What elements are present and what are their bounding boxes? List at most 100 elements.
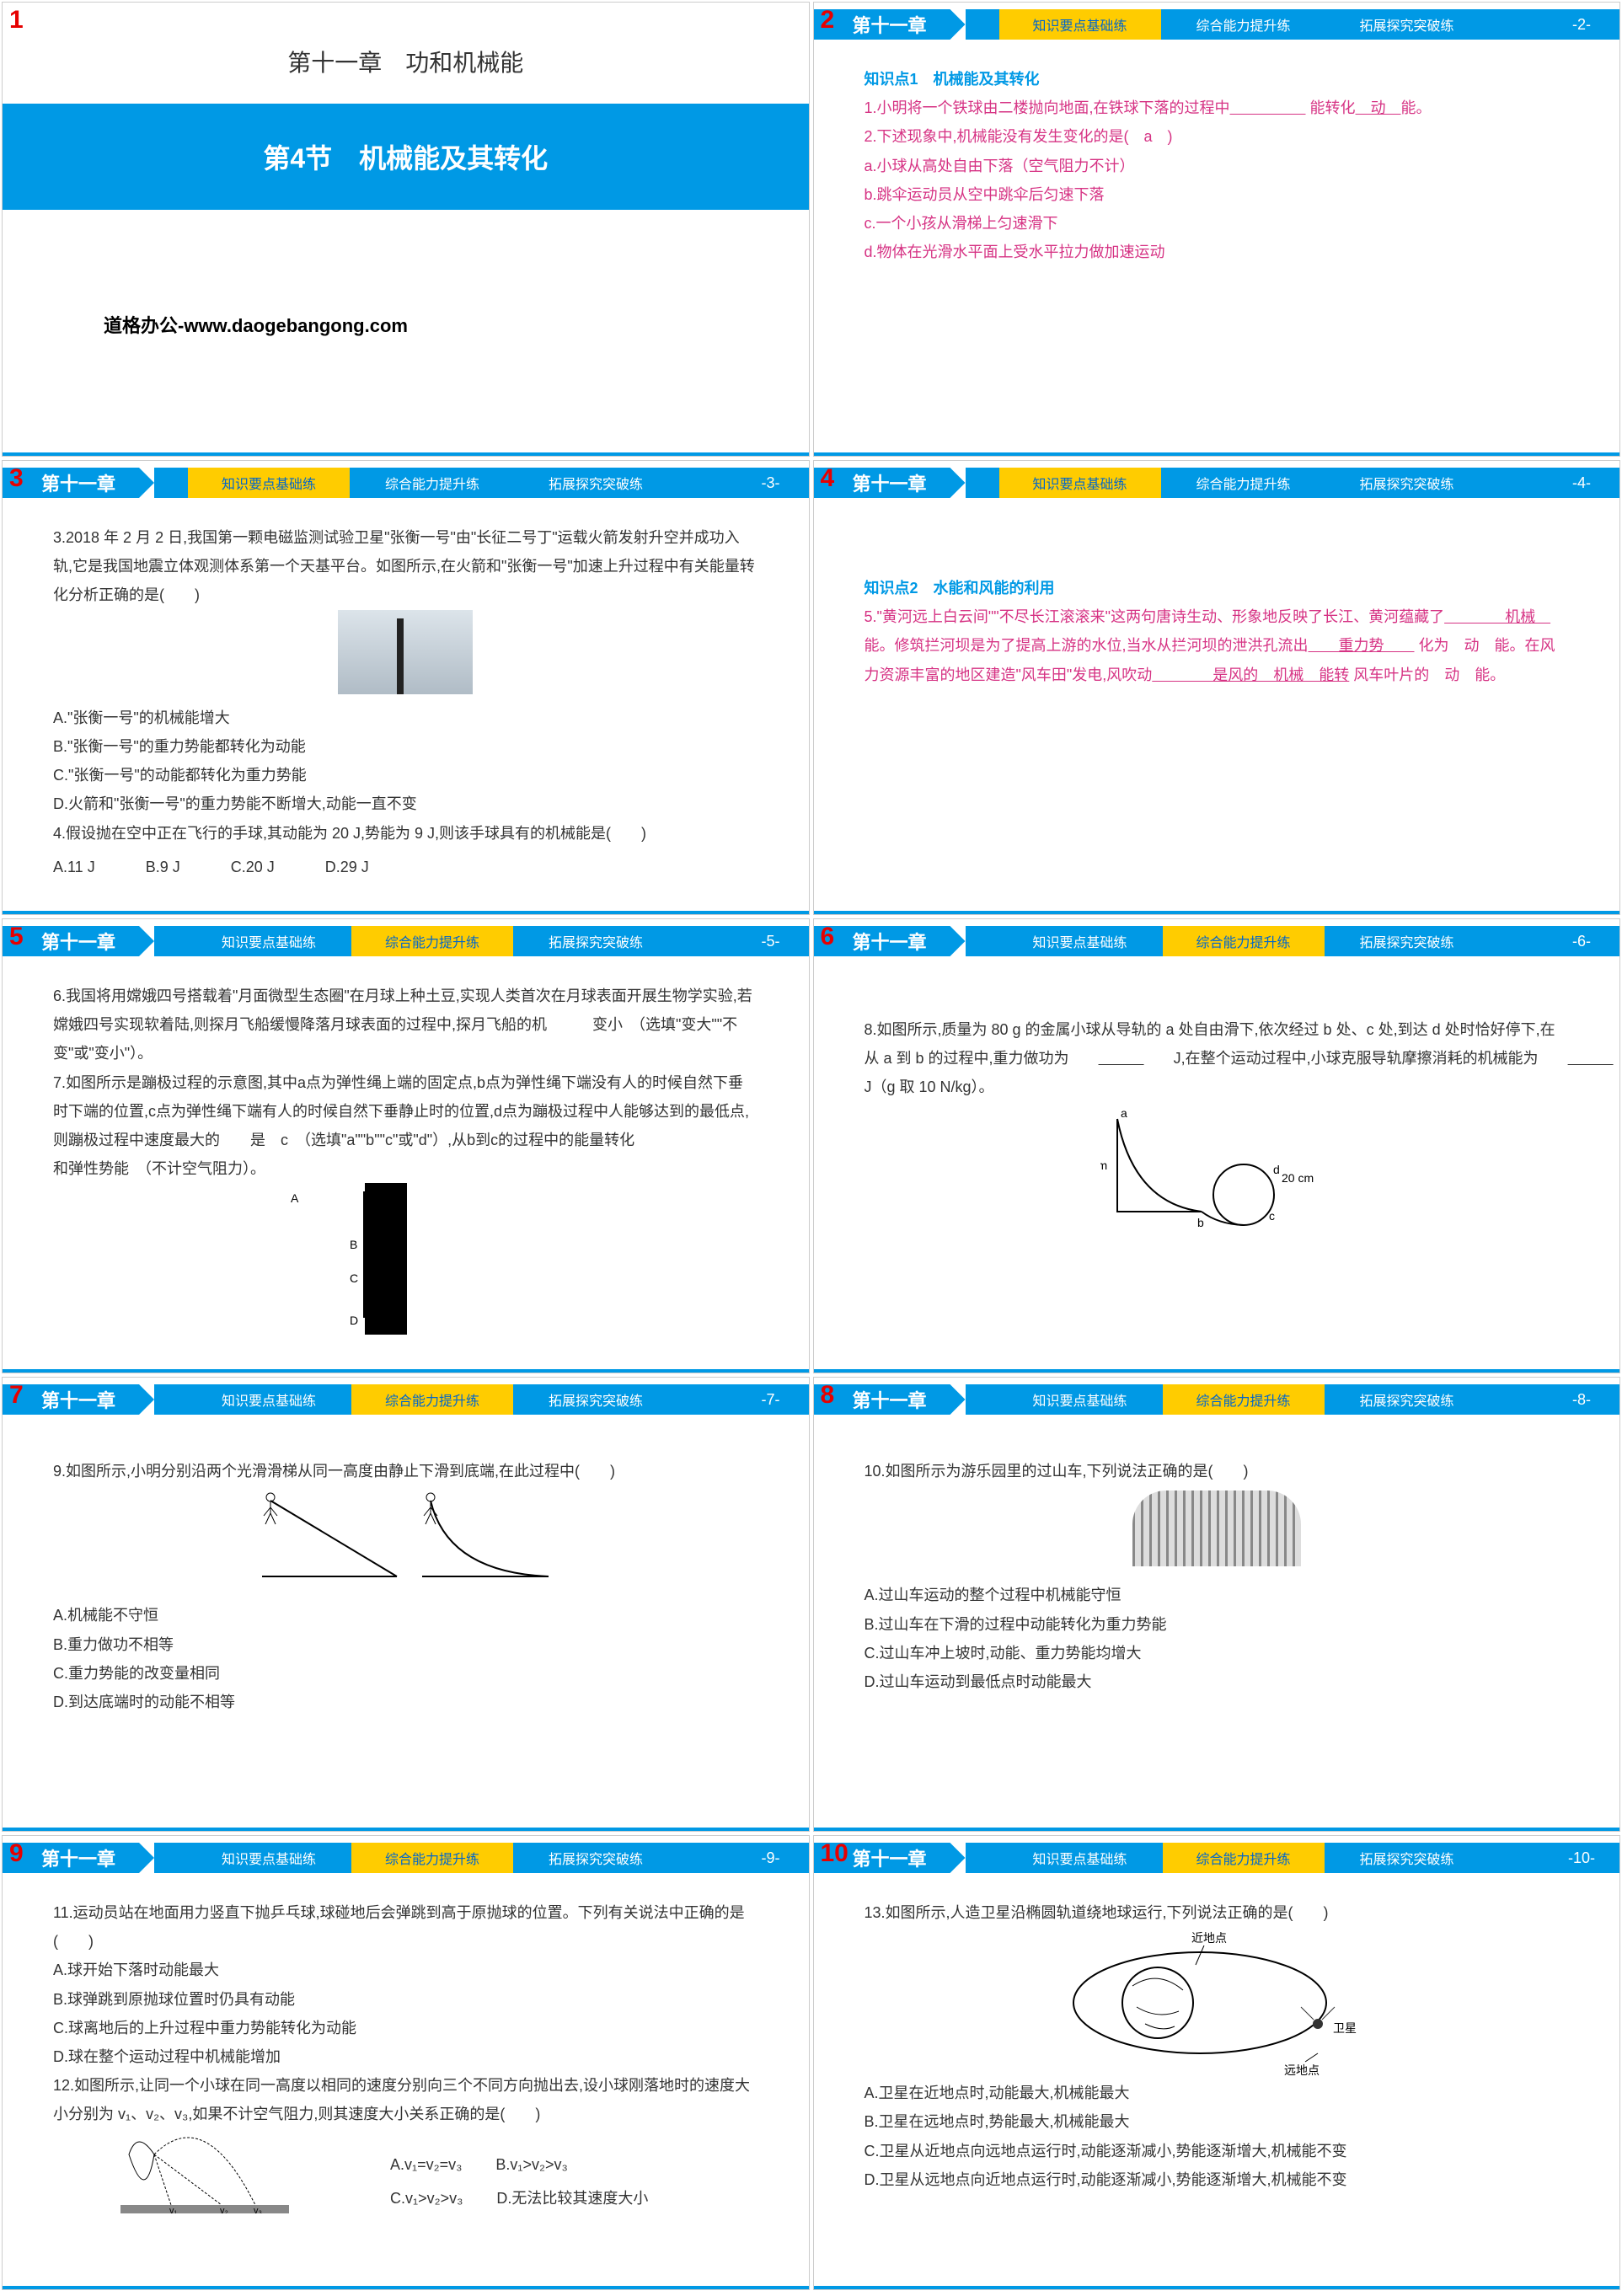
page-num: -9- xyxy=(733,1843,809,1873)
tabs: 知识要点基础练 综合能力提升练 拓展探究突破练 xyxy=(966,926,1544,956)
slide-number: 6 xyxy=(821,923,835,951)
slide-2: 2 第十一章 知识要点基础练 综合能力提升练 拓展探究突破练 -2- 知识点1 … xyxy=(813,2,1621,457)
tab-improve[interactable]: 综合能力提升练 xyxy=(351,1384,513,1415)
throw-figure: v₁ v₂ v₃ xyxy=(53,2129,356,2213)
tab-improve[interactable]: 综合能力提升练 xyxy=(1163,1843,1325,1873)
q1-blank1 xyxy=(1230,99,1306,116)
q1-text: 1.小明将一个铁球由二楼抛向地面,在铁球下落的过程中 xyxy=(865,99,1230,116)
content: 9.如图所示,小明分别沿两个光滑滑梯从同一高度由静止下滑到底端,在此过程中( )… xyxy=(3,1415,809,1742)
ramp-figure: a b c d 50 cm 20 cm xyxy=(1100,1102,1336,1237)
tab-basic[interactable]: 知识要点基础练 xyxy=(188,926,350,956)
q10: 10.如图所示为游乐园里的过山车,下列说法正确的是( ) xyxy=(865,1457,1570,1485)
opt-a: A."张衡一号"的机械能增大 xyxy=(53,704,758,732)
slide-4: 4 第十一章 知识要点基础练 综合能力提升练 拓展探究突破练 -4- 知识点2 … xyxy=(813,460,1621,915)
opt-c: C."张衡一号"的动能都转化为重力势能 xyxy=(53,761,758,789)
slides-figure xyxy=(53,1492,758,1594)
slide-number: 7 xyxy=(9,1381,24,1410)
tab-extend[interactable]: 拓展探究突破练 xyxy=(1326,1843,1488,1873)
tab-improve[interactable]: 综合能力提升练 xyxy=(1163,926,1325,956)
tab-extend[interactable]: 拓展探究突破练 xyxy=(515,468,677,498)
opt-a: a.小球从高处自由下落（空气阻力不计） xyxy=(865,152,1570,180)
tab-extend[interactable]: 拓展探究突破练 xyxy=(515,926,677,956)
svg-text:近地点: 近地点 xyxy=(1191,1931,1227,1945)
tab-basic[interactable]: 知识要点基础练 xyxy=(188,1843,350,1873)
opt-b: B.卫星在远地点时,势能最大,机械能最大 xyxy=(865,2107,1570,2136)
opt-a: A.过山车运动的整个过程中机械能守恒 xyxy=(865,1581,1570,1609)
q8: 8.如图所示,质量为 80 g 的金属小球从导轨的 a 处自由滑下,依次经过 b… xyxy=(865,1015,1570,1102)
bottom-rule xyxy=(814,911,1620,914)
tab-basic[interactable]: 知识要点基础练 xyxy=(999,468,1161,498)
slide-number: 10 xyxy=(821,1839,848,1868)
bottom-rule xyxy=(814,452,1620,456)
opt-b: B.9 J xyxy=(146,853,180,881)
q1: 1.小明将一个铁球由二楼抛向地面,在铁球下落的过程中 能转化 动 能。 xyxy=(865,94,1570,122)
tab-basic[interactable]: 知识要点基础练 xyxy=(999,1384,1161,1415)
wall-icon xyxy=(365,1183,407,1335)
tab-extend[interactable]: 拓展探究突破练 xyxy=(1326,468,1488,498)
rocket-icon xyxy=(338,610,473,694)
opt-a: A.球开始下落时动能最大 xyxy=(53,1956,758,1984)
tab-improve[interactable]: 综合能力提升练 xyxy=(1163,1384,1325,1415)
tab-improve[interactable]: 综合能力提升练 xyxy=(1163,9,1325,40)
opt-d: D.到达底端时的动能不相等 xyxy=(53,1688,758,1716)
tab-basic[interactable]: 知识要点基础练 xyxy=(188,1384,350,1415)
topbar: 第十一章 知识要点基础练 综合能力提升练 拓展探究突破练 -6- xyxy=(814,926,1620,956)
tab-basic[interactable]: 知识要点基础练 xyxy=(999,926,1161,956)
q12-opts: A.v₁=v₂=v₃ B.v₁>v₂>v₃ C.v₁>v₂>v₃ D.无法比较其… xyxy=(390,2145,648,2213)
slide-1: 1 第十一章 功和机械能 第4节 机械能及其转化 道格办公-www.daogeb… xyxy=(2,2,810,457)
tab-extend[interactable]: 拓展探究突破练 xyxy=(1326,1384,1488,1415)
tab-improve[interactable]: 综合能力提升练 xyxy=(351,1843,513,1873)
svg-text:50 cm: 50 cm xyxy=(1100,1159,1107,1172)
tab-extend[interactable]: 拓展探究突破练 xyxy=(515,1384,677,1415)
opt-c: C.v₁>v₂>v₃ xyxy=(390,2184,463,2213)
opt-a: A.v₁=v₂=v₃ xyxy=(390,2150,462,2179)
page-num: -6- xyxy=(1544,926,1619,956)
opt-b: B.重力做功不相等 xyxy=(53,1630,758,1659)
opt-a: A.卫星在近地点时,动能最大,机械能最大 xyxy=(865,2079,1570,2107)
tabs: 知识要点基础练 综合能力提升练 拓展探究突破练 xyxy=(966,1843,1544,1873)
content: 11.运动员站在地面用力竖直下抛乒乓球,球碰地后会弹跳到高于原抛球的位置。下列有… xyxy=(3,1873,809,2239)
q8-b2 xyxy=(1543,1050,1620,1067)
tab-improve[interactable]: 综合能力提升练 xyxy=(351,926,513,956)
topbar: 第十一章 知识要点基础练 综合能力提升练 拓展探究突破练 -9- xyxy=(3,1843,809,1873)
tab-improve[interactable]: 综合能力提升练 xyxy=(351,468,513,498)
bottom-rule xyxy=(3,452,809,456)
rocket-figure xyxy=(53,610,758,704)
tab-basic[interactable]: 知识要点基础练 xyxy=(999,1843,1161,1873)
q11: 11.运动员站在地面用力竖直下抛乒乓球,球碰地后会弹跳到高于原抛球的位置。下列有… xyxy=(53,1898,758,1956)
content: 10.如图所示为游乐园里的过山车,下列说法正确的是( ) A.过山车运动的整个过… xyxy=(814,1415,1620,1721)
q7: 7.如图所示是蹦极过程的示意图,其中a点为弹性绳上端的固定点,b点为弹性绳下端没… xyxy=(53,1068,758,1184)
coaster-icon xyxy=(1132,1491,1301,1566)
tab-improve[interactable]: 综合能力提升练 xyxy=(1163,468,1325,498)
page-num: -2- xyxy=(1544,9,1619,40)
tabs: 知识要点基础练 综合能力提升练 拓展探究突破练 xyxy=(154,1384,733,1415)
tab-basic[interactable]: 知识要点基础练 xyxy=(999,9,1161,40)
svg-text:v₂: v₂ xyxy=(220,2206,228,2213)
opt-c: C.过山车冲上坡时,动能、重力势能均增大 xyxy=(865,1639,1570,1667)
topbar: 第十一章 知识要点基础练 综合能力提升练 拓展探究突破练 -8- xyxy=(814,1384,1620,1415)
opt-a: A.机械能不守恒 xyxy=(53,1601,758,1630)
content: 13.如图所示,人造卫星沿椭圆轨道绕地球运行,下列说法正确的是( ) 近地点 远… xyxy=(814,1873,1620,2219)
opt-b: b.跳伞运动员从空中跳伞后匀速下落 xyxy=(865,180,1570,209)
page-num: -10- xyxy=(1544,1843,1619,1873)
tab-extend[interactable]: 拓展探究突破练 xyxy=(1326,9,1488,40)
tabs: 知识要点基础练 综合能力提升练 拓展探究突破练 xyxy=(966,9,1544,40)
tab-extend[interactable]: 拓展探究突破练 xyxy=(515,1843,677,1873)
tab-extend[interactable]: 拓展探究突破练 xyxy=(1326,926,1488,956)
q1-text3: 能。 xyxy=(1401,99,1432,116)
tab-basic[interactable]: 知识要点基础练 xyxy=(188,468,350,498)
svg-text:v₁: v₁ xyxy=(169,2206,178,2213)
tabs: 知识要点基础练 综合能力提升练 拓展探究突破练 xyxy=(154,468,733,498)
q5-a1: 机械 xyxy=(1444,608,1550,625)
q4: 4.假设抛在空中正在飞行的手球,其动能为 20 J,势能为 9 J,则该手球具有… xyxy=(53,819,758,848)
knowledge-point: 知识点2 水能和风能的利用 xyxy=(865,574,1570,602)
slide-7: 7 第十一章 知识要点基础练 综合能力提升练 拓展探究突破练 -7- 9.如图所… xyxy=(2,1377,810,1832)
chapter-badge: 第十一章 xyxy=(3,468,154,498)
q6: 6.我国将用嫦娥四号搭载着"月面微型生态圈"在月球上种土豆,实现人类首次在月球表… xyxy=(53,982,758,1068)
slide-number: 8 xyxy=(821,1381,835,1410)
slide-10: 10 第十一章 知识要点基础练 综合能力提升练 拓展探究突破练 -10- 13.… xyxy=(813,1835,1621,2290)
slide-9: 9 第十一章 知识要点基础练 综合能力提升练 拓展探究突破练 -9- 11.运动… xyxy=(2,1835,810,2290)
slide-3: 3 第十一章 知识要点基础练 综合能力提升练 拓展探究突破练 -3- 3.201… xyxy=(2,460,810,915)
chapter-badge: 第十一章 xyxy=(814,926,966,956)
slide-5: 5 第十一章 知识要点基础练 综合能力提升练 拓展探究突破练 -5- 6.我国将… xyxy=(2,918,810,1373)
